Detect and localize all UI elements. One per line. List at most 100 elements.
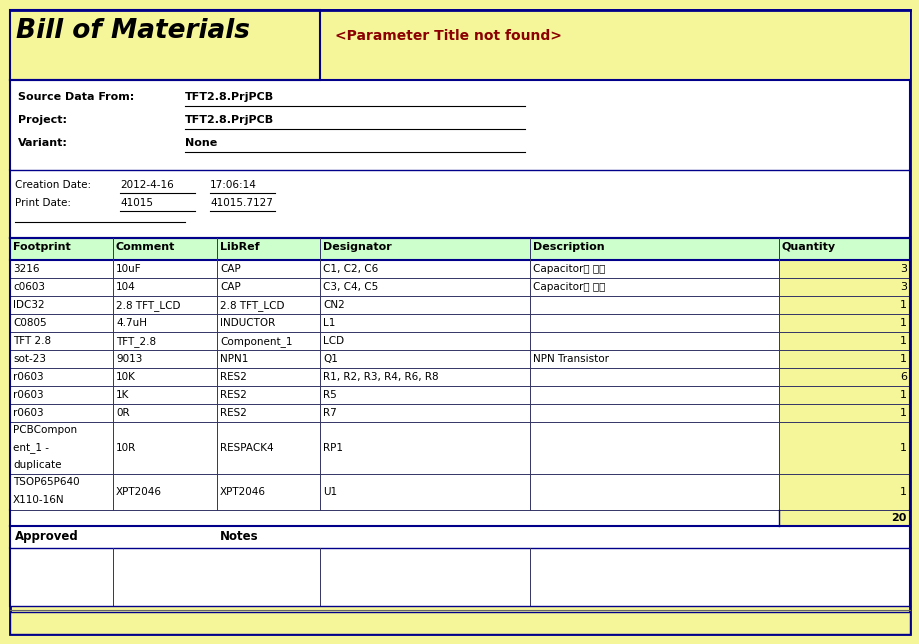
Text: 2012-4-16: 2012-4-16 (119, 180, 174, 190)
Text: Quantity: Quantity (781, 242, 835, 252)
Text: 2.8 TFT_LCD: 2.8 TFT_LCD (116, 300, 180, 311)
Text: IDC32: IDC32 (13, 300, 45, 310)
Bar (10, 80, 909, 170)
Text: 9013: 9013 (116, 354, 142, 364)
Text: Description: Description (532, 242, 604, 252)
Text: Capacitor， 电容: Capacitor， 电容 (532, 282, 605, 292)
Text: TFT2.8.PrjPCB: TFT2.8.PrjPCB (185, 115, 274, 125)
Text: 1K: 1K (116, 390, 130, 400)
Text: 41015.7127: 41015.7127 (210, 198, 273, 208)
Bar (778, 314, 909, 332)
Bar (10, 350, 909, 368)
Bar (778, 422, 909, 474)
Text: CAP: CAP (220, 264, 241, 274)
Text: 1: 1 (899, 390, 906, 400)
Text: INDUCTOR: INDUCTOR (220, 318, 275, 328)
Text: RES2: RES2 (220, 408, 246, 418)
Text: X110-16N: X110-16N (13, 495, 64, 505)
Bar (778, 238, 909, 260)
Bar (10, 170, 909, 238)
Text: Notes: Notes (220, 530, 258, 543)
Text: 6: 6 (899, 372, 906, 382)
Text: L1: L1 (323, 318, 335, 328)
Text: Footprint: Footprint (13, 242, 71, 252)
Text: LibRef: LibRef (220, 242, 259, 252)
Text: 3216: 3216 (13, 264, 40, 274)
Text: Print Date:: Print Date: (15, 198, 71, 208)
Text: PCBCompon: PCBCompon (13, 425, 77, 435)
Text: Bill of Materials: Bill of Materials (16, 18, 250, 44)
Text: 20: 20 (891, 513, 906, 523)
Text: r0603: r0603 (13, 372, 43, 382)
Text: NPN1: NPN1 (220, 354, 248, 364)
Text: None: None (185, 138, 217, 148)
Bar (778, 350, 909, 368)
Text: Comment: Comment (116, 242, 176, 252)
Text: 3: 3 (899, 282, 906, 292)
Bar (10, 10, 320, 80)
Bar (10, 296, 909, 314)
Bar (778, 368, 909, 386)
Text: 1: 1 (899, 487, 906, 497)
Text: R7: R7 (323, 408, 336, 418)
Text: RES2: RES2 (220, 372, 246, 382)
Bar (778, 260, 909, 278)
Text: Approved: Approved (15, 530, 79, 543)
Text: Q1: Q1 (323, 354, 337, 364)
Text: 10R: 10R (116, 443, 136, 453)
Text: C3, C4, C5: C3, C4, C5 (323, 282, 378, 292)
Text: 2.8 TFT_LCD: 2.8 TFT_LCD (220, 300, 284, 311)
Bar (217, 238, 320, 260)
Text: U1: U1 (323, 487, 336, 497)
Text: Component_1: Component_1 (220, 336, 292, 347)
Text: TFT_2.8: TFT_2.8 (116, 336, 156, 347)
Text: CN2: CN2 (323, 300, 345, 310)
Text: TFT2.8.PrjPCB: TFT2.8.PrjPCB (185, 92, 274, 102)
Text: RESPACK4: RESPACK4 (220, 443, 273, 453)
Bar (778, 296, 909, 314)
Bar (10, 260, 909, 278)
Bar (10, 238, 113, 260)
Bar (113, 238, 217, 260)
Bar (320, 238, 529, 260)
Text: <Parameter Title not found>: <Parameter Title not found> (335, 29, 562, 43)
Bar (778, 278, 909, 296)
Text: r0603: r0603 (13, 390, 43, 400)
Text: Designator: Designator (323, 242, 391, 252)
Text: r0603: r0603 (13, 408, 43, 418)
Text: 10uF: 10uF (116, 264, 142, 274)
Bar (10, 314, 909, 332)
Text: 1: 1 (899, 408, 906, 418)
Text: sot-23: sot-23 (13, 354, 46, 364)
Bar (10, 612, 909, 634)
Text: Creation Date:: Creation Date: (15, 180, 91, 190)
Text: 17:06:14: 17:06:14 (210, 180, 256, 190)
Text: LCD: LCD (323, 336, 344, 346)
Text: R5: R5 (323, 390, 336, 400)
Text: Project:: Project: (18, 115, 67, 125)
Bar (10, 548, 909, 606)
Text: R1, R2, R3, R4, R6, R8: R1, R2, R3, R4, R6, R8 (323, 372, 438, 382)
Text: TSOP65P640: TSOP65P640 (13, 477, 80, 487)
Bar (778, 474, 909, 510)
Text: RP1: RP1 (323, 443, 343, 453)
Bar (10, 422, 909, 474)
Text: 1: 1 (899, 300, 906, 310)
Text: C1, C2, C6: C1, C2, C6 (323, 264, 378, 274)
Text: RES2: RES2 (220, 390, 246, 400)
Text: XPT2046: XPT2046 (220, 487, 266, 497)
Bar (778, 386, 909, 404)
Text: Capacitor， 电容: Capacitor， 电容 (532, 264, 605, 274)
Text: Source Data From:: Source Data From: (18, 92, 134, 102)
Bar (10, 386, 909, 404)
Bar (10, 510, 909, 526)
Bar (10, 474, 909, 510)
Text: NPN Transistor: NPN Transistor (532, 354, 608, 364)
Bar (10, 526, 909, 548)
Text: C0805: C0805 (13, 318, 47, 328)
Text: 4.7uH: 4.7uH (116, 318, 147, 328)
Text: ent_1 -: ent_1 - (13, 442, 49, 453)
Text: XPT2046: XPT2046 (116, 487, 162, 497)
Text: c0603: c0603 (13, 282, 45, 292)
Text: 10K: 10K (116, 372, 136, 382)
